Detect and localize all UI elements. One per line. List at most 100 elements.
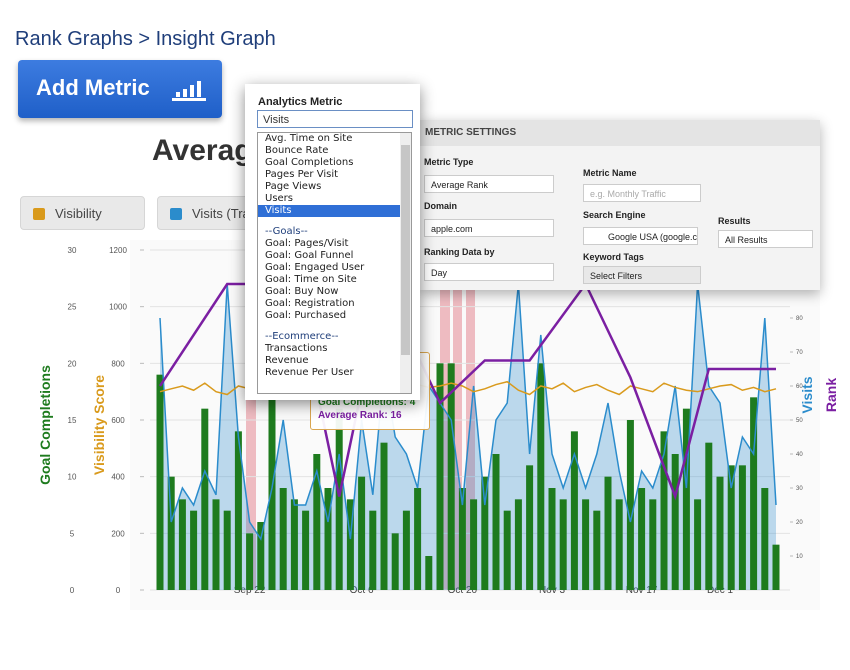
bar (582, 499, 590, 590)
tooltip-label: Goal Completions: (318, 397, 407, 408)
y-vis-tick-label: 400 (111, 473, 125, 482)
bar (570, 431, 578, 590)
option[interactable]: Transactions (265, 343, 328, 354)
bar (626, 420, 634, 590)
analytics-dropdown: Analytics Metric Visits Avg. Time on Sit… (245, 84, 420, 400)
option[interactable]: Revenue (265, 355, 309, 366)
y2-axis-title: Visits (799, 376, 815, 413)
x-tick-label: Sep 22 (234, 585, 266, 596)
y-axis-title: Visibility Score (91, 375, 107, 475)
bar (638, 488, 646, 590)
bar (425, 556, 433, 590)
bar (514, 499, 522, 590)
option[interactable]: Pages Per Visit (265, 169, 339, 180)
y2-tick-label: 80 (796, 316, 803, 322)
option[interactable]: Goal: Engaged User (265, 262, 365, 273)
bar (156, 374, 164, 590)
bar (548, 488, 556, 590)
select[interactable]: Select Filters (583, 266, 701, 284)
bar (402, 510, 410, 590)
bar (436, 363, 444, 590)
option[interactable]: Goal: Buy Now (265, 286, 339, 297)
bar (772, 544, 780, 590)
bar (705, 442, 713, 590)
bar (302, 510, 310, 590)
button-label: Add Metric (36, 75, 150, 100)
y3-axis-title: Rank (823, 378, 839, 412)
y-vis-tick-label: 600 (111, 416, 125, 425)
bar (716, 476, 724, 590)
option[interactable]: Goal Completions (265, 157, 354, 168)
add-metric-button[interactable]: Add Metric (18, 60, 222, 118)
legend-label: Visibility (55, 206, 102, 221)
bar (526, 465, 534, 590)
select[interactable]: Visits (257, 110, 413, 128)
option[interactable]: Users (265, 193, 294, 204)
y-tick-label: 0 (70, 586, 75, 595)
field-label: Keyword Tags (583, 252, 644, 262)
option[interactable]: Bounce Rate (265, 145, 329, 156)
bar (346, 499, 354, 590)
option[interactable]: Goal: Registration (265, 298, 355, 309)
bar (649, 499, 657, 590)
bar (212, 499, 220, 590)
option[interactable]: Page Views (265, 181, 322, 192)
y2-tick-label: 50 (796, 418, 803, 424)
bar (201, 408, 209, 590)
bar (391, 533, 399, 590)
y-tick-label: 30 (68, 246, 77, 255)
bar (178, 499, 186, 590)
x-tick-label: Nov 17 (626, 585, 658, 596)
bar (727, 465, 735, 590)
panel-title: METRIC SETTINGS (420, 120, 820, 146)
option[interactable]: Goal: Purchased (265, 310, 347, 321)
bar (358, 476, 366, 590)
bar (257, 522, 265, 590)
field-label: Ranking Data by (424, 247, 495, 257)
y2-tick-label: 30 (796, 486, 803, 492)
tooltip-row: Average Rank: 16 (318, 409, 429, 422)
bar (335, 408, 343, 590)
metric-settings-panel: METRIC SETTINGS Metric Type Average Rank… (420, 120, 820, 290)
option[interactable]: Avg. Time on Site (265, 133, 353, 144)
breadcrumb[interactable]: Rank Graphs > Insight Graph (15, 28, 276, 50)
field-label: Results (718, 216, 751, 226)
bar (660, 431, 668, 590)
bar (313, 454, 321, 590)
y-tick-label: 10 (68, 473, 77, 482)
option[interactable]: Goal: Time on Site (265, 274, 357, 285)
field-label: Metric Type (424, 157, 474, 167)
bar (470, 499, 478, 590)
input[interactable]: e.g. Monthly Traffic (583, 184, 701, 202)
select[interactable]: Average Rank (424, 175, 554, 193)
option[interactable]: Goal: Pages/Visit (265, 238, 349, 249)
tooltip-value: 4 (409, 397, 416, 408)
option[interactable]: Goal: Goal Funnel (265, 250, 354, 261)
tooltip-label: Average Rank: (318, 410, 388, 421)
bar (694, 499, 702, 590)
y-vis-tick-label: 200 (111, 529, 125, 538)
y-vis-tick-label: 1200 (109, 246, 127, 255)
select[interactable]: Day (424, 263, 554, 281)
select[interactable]: Google USA (google.co (583, 227, 698, 245)
field-label: Search Engine (583, 210, 646, 220)
option[interactable]: Revenue Per User (265, 367, 354, 378)
y2-tick-label: 60 (796, 384, 803, 390)
scrollbar[interactable] (400, 133, 411, 393)
option[interactable]: Visits (258, 205, 411, 217)
bar (503, 510, 511, 590)
bar (380, 442, 388, 590)
bar (559, 499, 567, 590)
x-tick-label: Oct 20 (448, 585, 478, 596)
visits-line (159, 283, 777, 541)
y-vis-tick-label: 1000 (109, 303, 127, 312)
input[interactable]: apple.com (424, 219, 554, 237)
legend-item[interactable]: Visibility (20, 196, 145, 230)
select[interactable]: All Results (718, 230, 813, 248)
bar (167, 476, 175, 590)
bar (537, 363, 545, 590)
bar (593, 510, 601, 590)
bar (481, 476, 489, 590)
y-vis-tick-label: 0 (116, 586, 121, 595)
x-tick-label: Nov 3 (539, 585, 566, 596)
